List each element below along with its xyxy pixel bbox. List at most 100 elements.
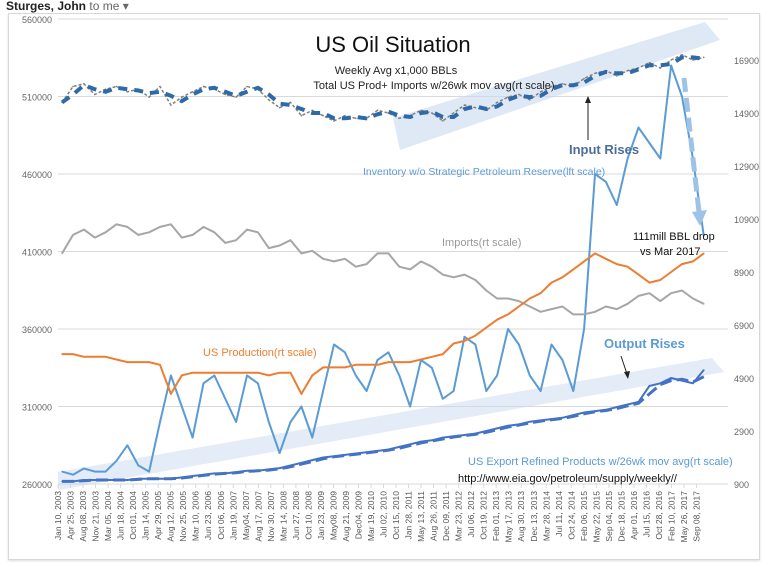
- imports-label: Imports(rt scale): [442, 237, 521, 249]
- x-tick-label: Mar 14, 2008: [278, 491, 288, 541]
- exports-point: [648, 385, 651, 387]
- imports-point: [583, 313, 585, 316]
- imports-point: [681, 289, 683, 292]
- production-point: [702, 252, 705, 255]
- total-prod-imports-point: [528, 98, 531, 101]
- inventory-point: [474, 343, 477, 346]
- chart-subtitle: Weekly Avg x1,000 BBLs: [335, 65, 458, 77]
- inventory-point: [365, 390, 368, 392]
- output-trend-band: [58, 358, 724, 490]
- imports-point: [659, 300, 662, 302]
- inventory-point: [83, 467, 85, 470]
- x-tick-label: Aug 12, 2005: [166, 491, 176, 542]
- total-prod-imports-point: [452, 112, 455, 114]
- imports-point: [637, 295, 640, 297]
- production-point: [61, 353, 63, 355]
- chart-card: [8, 13, 760, 560]
- x-tick-label: May 17, 2013: [504, 491, 514, 543]
- drop-arrowhead-icon: [692, 210, 707, 226]
- exports-point: [702, 369, 705, 371]
- inventory-point: [126, 444, 129, 447]
- inventory-point: [322, 390, 324, 392]
- inventory-point: [463, 335, 466, 338]
- x-tick-label: Dec 18, 2015: [616, 491, 626, 542]
- production-point: [637, 273, 640, 276]
- inventory-point: [648, 142, 651, 144]
- inventory-point: [344, 351, 346, 354]
- imports-point: [148, 231, 150, 234]
- production-point: [159, 363, 161, 366]
- production-point: [202, 371, 205, 374]
- x-tick-label: Sep 08, 2017: [692, 491, 702, 542]
- exports-moving-average-line: [62, 375, 705, 483]
- imports-point: [126, 226, 129, 228]
- inventory-point: [137, 464, 140, 467]
- production-point: [126, 361, 129, 363]
- inventory-point: [267, 421, 270, 423]
- production-point: [365, 363, 368, 366]
- production-point: [104, 356, 107, 358]
- inventory-point: [235, 421, 237, 423]
- inventory-point: [311, 436, 314, 439]
- right-tick-label: 4900: [734, 374, 754, 384]
- inventory-point: [278, 452, 281, 454]
- inventory-point: [202, 382, 205, 385]
- inventory-point: [452, 390, 455, 392]
- x-tick-label: Dec 13, 2013: [529, 491, 539, 542]
- x-tick-label: Jan 28, 2011: [404, 491, 414, 540]
- production-point: [191, 371, 194, 374]
- total-prod-imports-point: [170, 104, 172, 106]
- input-rises-label: Input Rises: [569, 142, 639, 157]
- x-tick-label: Jul 11, 2014: [554, 491, 564, 537]
- total-prod-imports-point: [441, 120, 444, 122]
- exports-point: [246, 469, 248, 472]
- production-point: [376, 363, 379, 366]
- imports-point: [289, 239, 292, 241]
- chevron-down-icon[interactable]: ▾: [122, 0, 129, 13]
- x-tick-label: Jan 23, 2009: [316, 491, 326, 540]
- exports-point: [344, 454, 346, 456]
- total-prod-imports-line: [61, 53, 704, 122]
- x-tick-label: Feb 10, 2017: [666, 491, 676, 541]
- imports-point: [692, 297, 694, 300]
- total-prod-imports-point: [278, 106, 281, 109]
- imports-point: [431, 265, 433, 268]
- x-tick-label: Dec04, 2009: [353, 491, 363, 539]
- sender-name[interactable]: Sturges, John: [6, 0, 87, 13]
- production-point: [474, 334, 477, 337]
- total-prod-imports-point: [344, 114, 346, 117]
- x-tick-label: Apr 01, 2016: [629, 491, 639, 540]
- production-point: [289, 371, 292, 374]
- inventory-point: [93, 470, 96, 473]
- inventory-point: [104, 470, 107, 473]
- inventory-point: [681, 95, 683, 98]
- imports-point: [626, 303, 629, 305]
- x-tick-label: Jul 06, 2012: [466, 491, 476, 538]
- imports-point: [365, 263, 368, 265]
- inventory-point: [257, 382, 259, 385]
- right-tick-label: 900: [734, 480, 749, 490]
- inventory-point: [224, 397, 227, 400]
- inventory-point: [387, 351, 390, 354]
- x-tick-label: Jan 14, 2005: [141, 491, 151, 540]
- total-prod-imports-point: [539, 91, 542, 93]
- production-point: [496, 318, 498, 321]
- imports-point: [702, 303, 705, 305]
- inventory-point: [637, 126, 640, 129]
- imports-point: [159, 226, 161, 228]
- source-url[interactable]: http://www.eia.gov/petroleum/supply/week…: [458, 473, 678, 485]
- imports-point: [572, 313, 575, 316]
- total-prod-imports-point: [561, 83, 564, 85]
- inventory-point: [115, 459, 118, 462]
- exports-point: [278, 467, 281, 469]
- total-prod-imports-point: [83, 83, 85, 85]
- production-point: [518, 305, 520, 308]
- total-prod-imports-point: [681, 53, 683, 56]
- left-tick-label: 260000: [22, 480, 52, 490]
- x-tick-label: Aug 26, 2011: [429, 491, 439, 541]
- x-tick-label: Nov 30, 2007: [266, 491, 276, 542]
- inventory-point: [398, 374, 401, 377]
- right-tick-label: 10900: [734, 215, 759, 225]
- inventory-point: [561, 359, 564, 361]
